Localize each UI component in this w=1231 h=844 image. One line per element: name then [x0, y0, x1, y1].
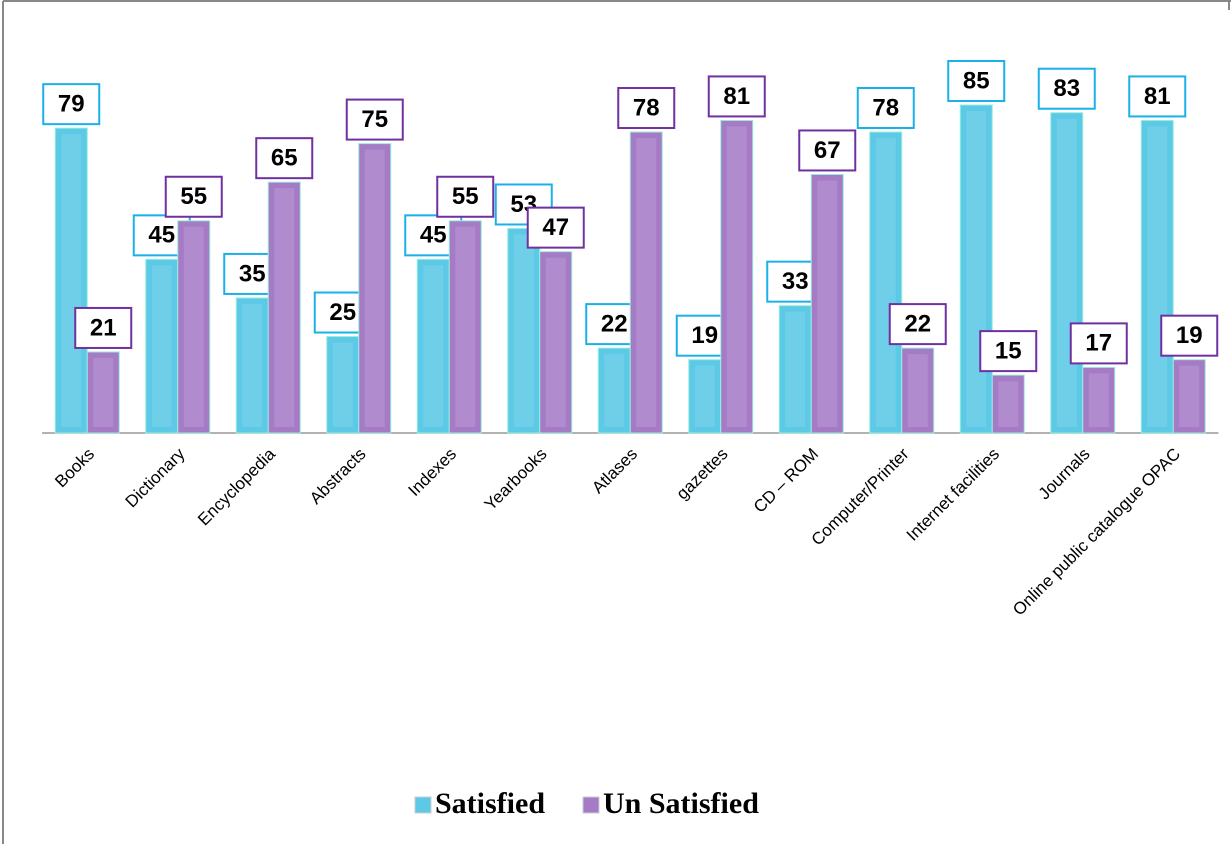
- value-label: 25: [329, 299, 356, 326]
- value-label: 81: [723, 83, 750, 110]
- value-label: 35: [239, 260, 266, 287]
- legend-label: Satisfied: [435, 787, 545, 820]
- bar-bevel: [274, 188, 294, 427]
- bar-bevel: [908, 354, 928, 427]
- value-label: 78: [872, 94, 899, 121]
- bar-bevel: [636, 138, 656, 427]
- value-label: 33: [782, 268, 809, 295]
- bar-bevel: [695, 366, 715, 427]
- bar-bevel: [785, 312, 805, 427]
- value-label: 83: [1053, 75, 1080, 102]
- bar-bevel: [1179, 366, 1199, 427]
- bar-bevel: [184, 227, 204, 427]
- bar-bevel: [546, 258, 566, 427]
- value-label: 65: [271, 145, 298, 172]
- chart: Books7921Dictionary4555Encyclopedia3565A…: [0, 0, 1231, 844]
- bar-bevel: [61, 134, 81, 427]
- value-label: 75: [361, 106, 388, 133]
- value-label: 22: [601, 310, 628, 337]
- value-label: 55: [180, 183, 207, 210]
- value-label: 19: [1176, 322, 1203, 349]
- legend-swatch: [583, 797, 599, 813]
- bar-bevel: [876, 138, 896, 427]
- bar-bevel: [514, 234, 534, 427]
- bar-bevel: [455, 227, 475, 427]
- bar-bevel: [966, 111, 986, 427]
- bar-bevel: [817, 180, 837, 427]
- bar-bevel: [333, 343, 353, 427]
- bar-bevel: [1147, 126, 1167, 427]
- value-label: 85: [963, 67, 990, 94]
- value-label: 17: [1085, 330, 1112, 357]
- value-label: 78: [633, 94, 660, 121]
- legend-label: Un Satisfied: [603, 787, 759, 820]
- value-label: 22: [904, 310, 931, 337]
- value-label: 45: [148, 222, 175, 249]
- value-label: 79: [58, 90, 85, 117]
- bar-bevel: [423, 265, 443, 427]
- value-label: 19: [691, 322, 718, 349]
- value-label: 67: [814, 137, 841, 164]
- value-label: 47: [542, 214, 569, 241]
- bar-bevel: [727, 126, 747, 427]
- legend-swatch: [415, 797, 431, 813]
- bar-bevel: [365, 150, 385, 427]
- bar-bevel: [242, 304, 262, 427]
- bar-bevel: [1057, 119, 1077, 427]
- value-label: 45: [420, 222, 447, 249]
- bar-bevel: [1089, 373, 1109, 427]
- value-label: 15: [995, 337, 1022, 364]
- bar-bevel: [604, 354, 624, 427]
- bar-bevel: [152, 265, 172, 427]
- value-label: 81: [1144, 83, 1171, 110]
- value-label: 21: [90, 314, 117, 341]
- bar-bevel: [93, 358, 113, 427]
- value-label: 55: [452, 183, 479, 210]
- bar-bevel: [998, 381, 1018, 427]
